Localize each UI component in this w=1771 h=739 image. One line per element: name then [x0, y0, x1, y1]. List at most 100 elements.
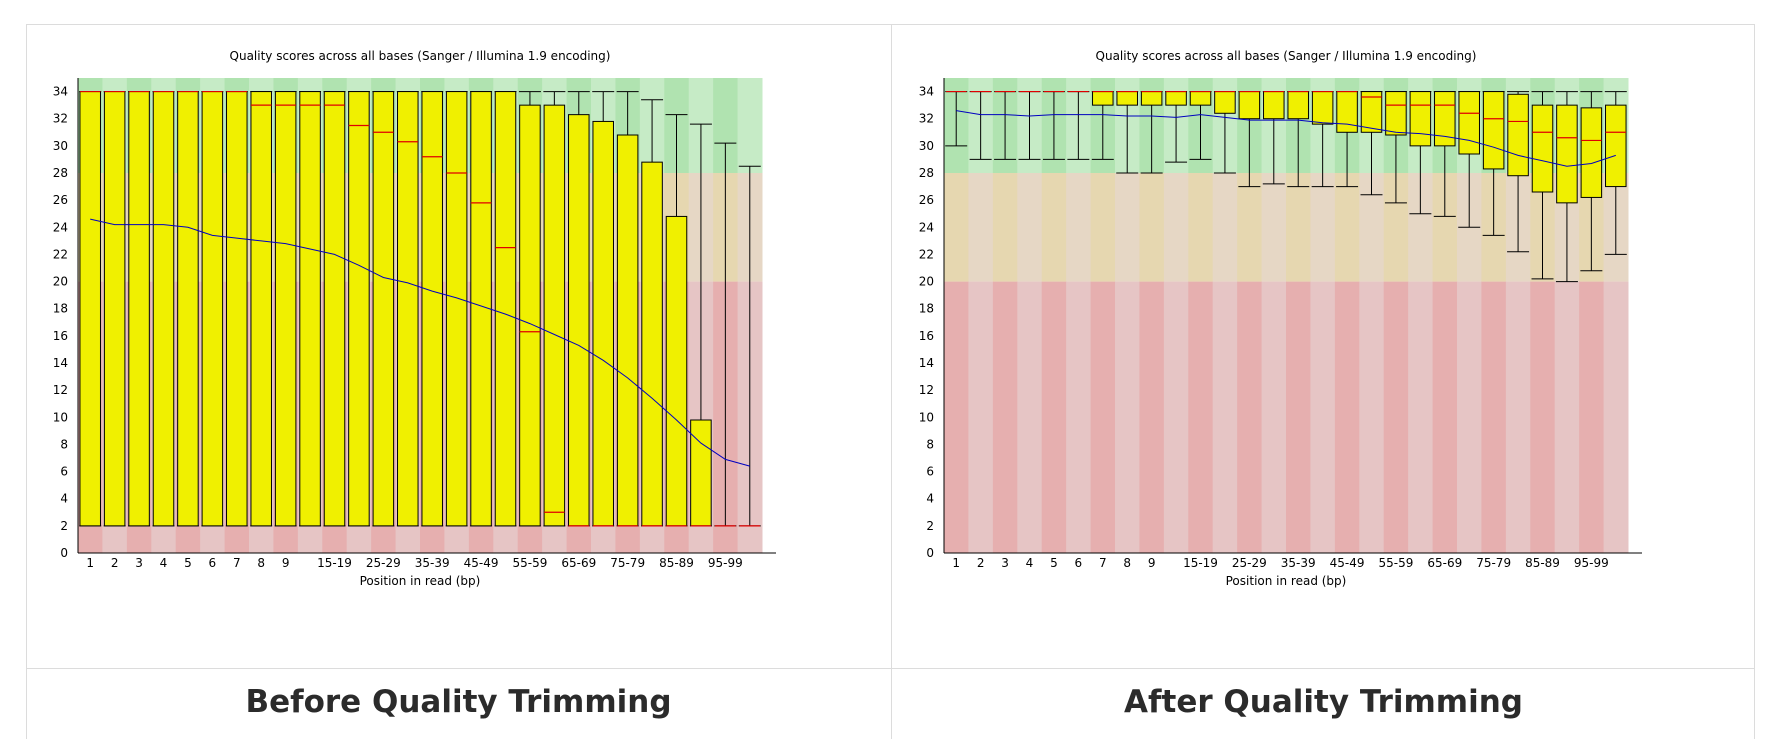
zone-bad-band [1383, 281, 1409, 553]
zone-bad-band [1579, 281, 1605, 553]
zone-bad-band [1359, 281, 1385, 553]
y-tick-label: 10 [53, 410, 68, 424]
quartile-box [1458, 91, 1480, 155]
x-tick-label: 25-29 [366, 556, 401, 570]
quartile-box [1214, 91, 1236, 114]
x-tick-label: 9 [1148, 556, 1156, 570]
box-whisker-60-64 [543, 91, 566, 527]
y-tick-label: 26 [919, 193, 934, 207]
y-tick-label: 22 [53, 247, 68, 261]
zone-warn-band [1286, 173, 1311, 282]
y-tick-label: 4 [926, 492, 934, 506]
y-tick-label: 20 [919, 275, 934, 289]
y-tick-label: 8 [60, 437, 68, 451]
quartile-box [445, 91, 468, 527]
box-whisker-90-94 [1555, 91, 1578, 283]
zone-warn-band [1212, 173, 1238, 282]
x-tick-label: 7 [1099, 556, 1107, 570]
zone-warn-band [1261, 173, 1287, 282]
box-whisker-15-19 [1189, 90, 1212, 160]
quartile-box [1360, 91, 1383, 133]
x-tick-label: 35-39 [1281, 556, 1316, 570]
quartile-box [1507, 93, 1529, 177]
zone-warn-band [1237, 173, 1263, 282]
zone-bad-band [1115, 281, 1140, 553]
box-whisker-30-34 [396, 91, 419, 527]
box-whisker-80-84 [1507, 91, 1530, 253]
quartile-box [299, 91, 321, 527]
quartile-box [1385, 91, 1407, 136]
quartile-box [1556, 104, 1578, 204]
box-whisker-2 [103, 90, 126, 527]
y-tick-label: 18 [919, 302, 934, 316]
box-whisker-30-34 [1262, 90, 1285, 185]
y-tick-label: 18 [53, 302, 68, 316]
quartile-box [1189, 91, 1212, 106]
zone-warn-band [968, 173, 994, 282]
box-whisker-7 [1091, 90, 1114, 160]
x-tick-label: 55-59 [1378, 556, 1413, 570]
mean-quality-line [90, 218, 750, 467]
mean-quality-line [956, 110, 1616, 167]
quartile-box [641, 161, 663, 527]
quartile-box [1116, 91, 1138, 106]
zone-bad-band [968, 281, 994, 553]
y-tick-label: 24 [53, 220, 68, 234]
x-tick-label: 5 [1050, 556, 1058, 570]
zone-bad-band [1432, 281, 1458, 553]
y-tick-label: 28 [919, 166, 934, 180]
quartile-box [470, 91, 492, 527]
y-tick-label: 20 [53, 275, 68, 289]
quartile-box [1092, 91, 1114, 106]
x-tick-label: 3 [135, 556, 143, 570]
y-tick-label: 8 [926, 437, 934, 451]
box-whisker-8 [1116, 90, 1139, 174]
quartile-box [592, 120, 614, 527]
box-whisker-8 [250, 91, 273, 527]
quartile-box [103, 91, 126, 527]
y-tick-label: 34 [53, 85, 68, 99]
box-whisker-40-44 [445, 91, 468, 527]
zone-bad-band [1066, 281, 1092, 553]
x-tick-label: 8 [257, 556, 265, 570]
y-tick-label: 32 [919, 112, 934, 126]
x-tick-label: 25-29 [1232, 556, 1267, 570]
box-whisker-65-69 [567, 91, 590, 527]
quartile-box [372, 91, 395, 527]
box-whisker-4 [1018, 90, 1041, 160]
zone-good-band [737, 78, 763, 173]
y-tick-label: 2 [60, 519, 68, 533]
quartile-box [128, 91, 150, 527]
x-tick-label: 45-49 [1330, 556, 1365, 570]
box-whisker-20-24 [1213, 90, 1236, 174]
box-whisker-95-99 [714, 142, 737, 527]
quartile-box [494, 91, 517, 527]
box-whisker-10-14 [1165, 90, 1188, 163]
box-whisker-40-44 [1311, 90, 1334, 188]
zone-bad-band [1188, 281, 1214, 553]
quartile-box [152, 91, 175, 527]
x-tick-label: 65-69 [561, 556, 596, 570]
y-tick-label: 6 [926, 465, 934, 479]
x-tick-label: 45-49 [464, 556, 499, 570]
box-whisker-85-89 [665, 114, 688, 527]
box-whisker-50-54 [1360, 91, 1383, 196]
quartile-box [348, 91, 370, 527]
x-tick-label: 8 [1123, 556, 1131, 570]
box-whisker-65-69 [1433, 91, 1456, 217]
y-tick-label: 6 [60, 465, 68, 479]
y-tick-label: 30 [919, 139, 934, 153]
box-whisker-5 [1042, 90, 1065, 160]
x-tick-label: 1 [86, 556, 94, 570]
y-tick-label: 0 [60, 546, 68, 560]
quartile-box [274, 91, 297, 527]
zone-bad-band [1017, 281, 1043, 553]
quartile-box [543, 104, 566, 527]
zone-warn-band [1115, 173, 1140, 282]
x-tick-label: 75-79 [610, 556, 645, 570]
zone-bad-band [1505, 281, 1531, 553]
quartile-box [1311, 91, 1334, 125]
box-whisker-45-49 [470, 91, 493, 527]
zone-bad-band [1408, 281, 1434, 553]
y-tick-label: 24 [919, 220, 934, 234]
